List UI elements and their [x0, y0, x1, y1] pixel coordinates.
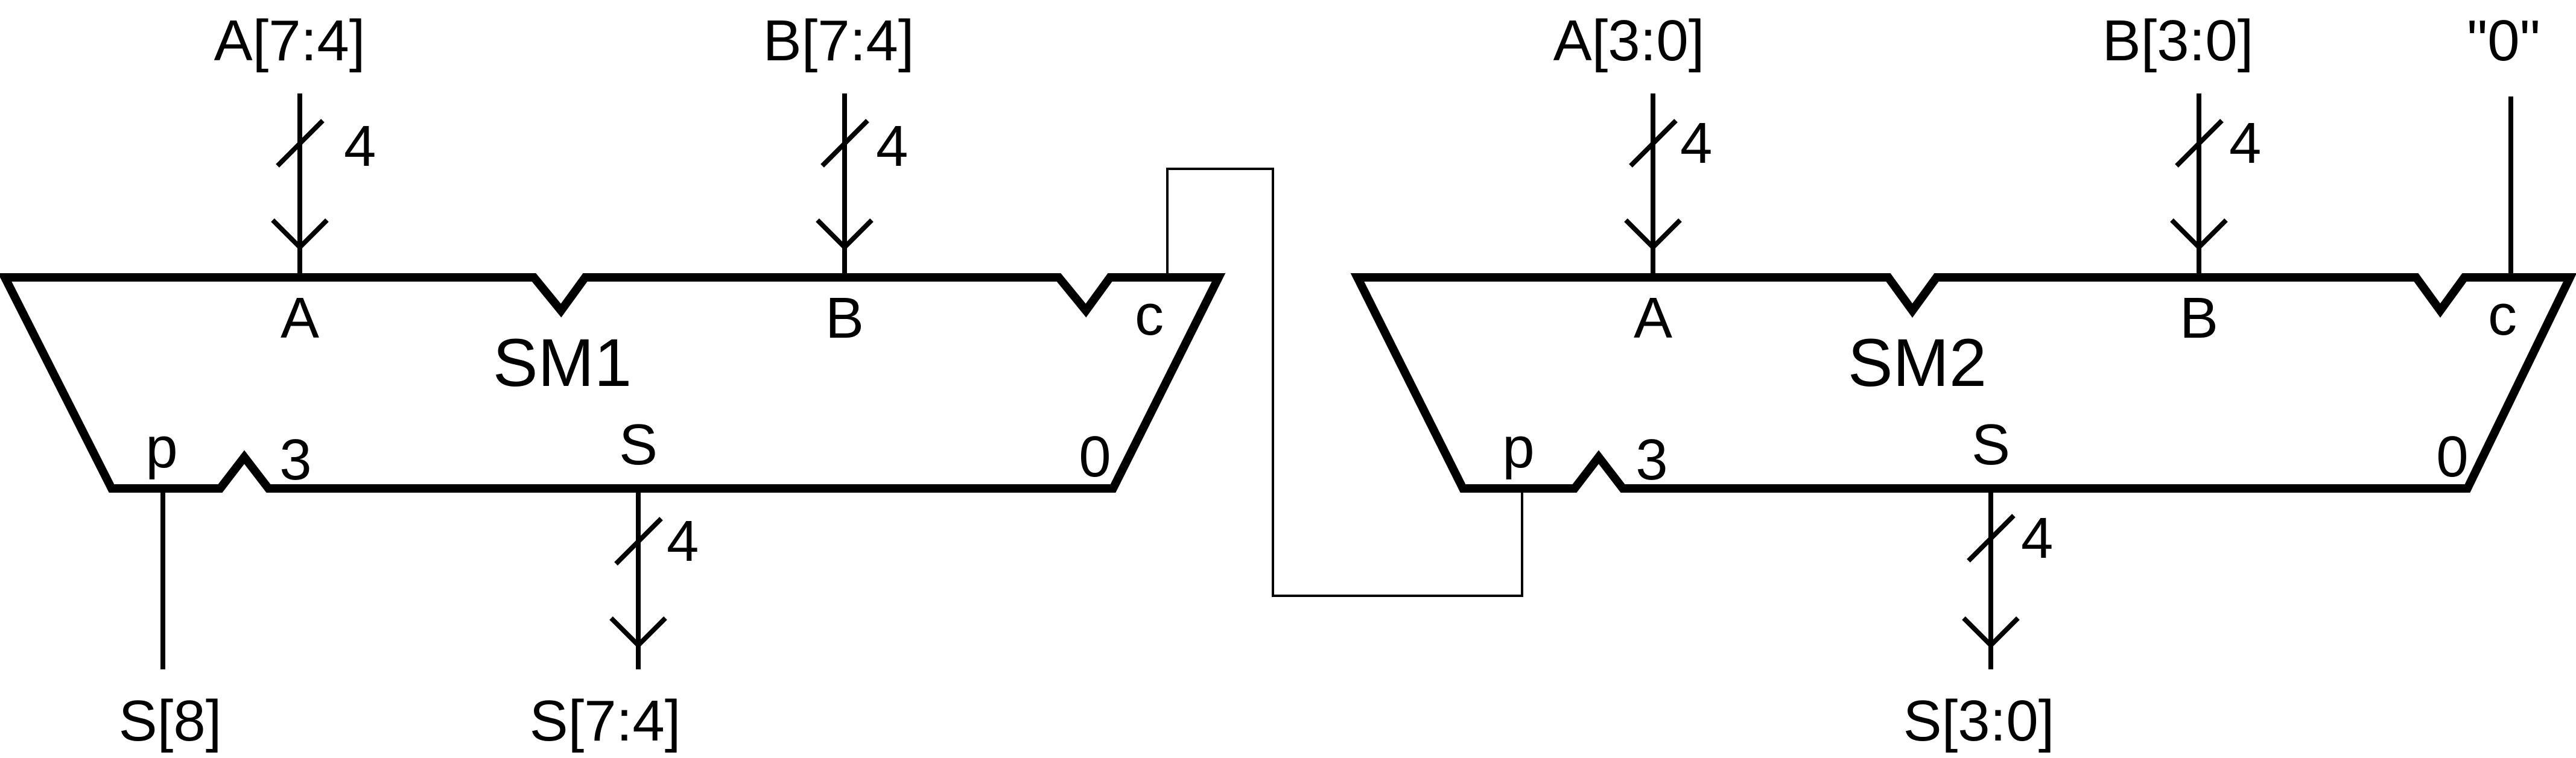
sm1-output-s-label: S[7:4]: [530, 689, 681, 753]
sm2-output-s-label: S[3:0]: [1903, 689, 2055, 753]
sm1-msb-label: 3: [279, 428, 311, 492]
sm1-input-a-width: 4: [344, 114, 376, 178]
sm2-input-a-width: 4: [1680, 111, 1712, 175]
sm2-input-b-label: B[3:0]: [2102, 8, 2254, 73]
sm2-outline: [1350, 273, 2576, 493]
sm1-port-s-label: S: [619, 412, 658, 477]
sm2-port-b-label: B: [2180, 286, 2218, 350]
sm2-lsb-label: 0: [2436, 425, 2468, 489]
sm2-block: A B c SM2 p 3 S 0: [1350, 273, 2576, 493]
sm2-input-a-bus: 4 A[3:0]: [1553, 8, 1712, 277]
sm1-port-b-label: B: [825, 286, 864, 350]
sm1-port-a-label: A: [281, 286, 319, 350]
carry-connection-wire: [1166, 168, 1523, 597]
sm1-input-b-bus: 4 B[7:4]: [763, 8, 915, 277]
sm2-output-s-bus: 4 S[3:0]: [1903, 488, 2055, 753]
sm1-output-s-width: 4: [667, 509, 699, 573]
sm2-msb-label: 3: [1635, 428, 1667, 492]
sm2-input-b-width: 4: [2229, 111, 2261, 175]
sm1-port-c-label: c: [1135, 283, 1164, 347]
sm2-port-c-label: c: [2488, 283, 2517, 347]
sm1-name: SM1: [493, 325, 632, 400]
sm2-input-a-label: A[3:0]: [1553, 8, 1705, 73]
sm2-name: SM2: [1848, 325, 1987, 400]
sm1-output-p-label: S[8]: [119, 689, 222, 753]
sm2-input-b-bus: 4 B[3:0]: [2102, 8, 2261, 277]
sm1-output-p-wire: S[8]: [119, 488, 222, 753]
sm2-port-p-label: p: [1502, 415, 1534, 480]
sm1-output-s-bus: 4 S[7:4]: [530, 488, 699, 753]
sm1-input-b-label: B[7:4]: [763, 8, 915, 73]
sm2-output-s-width: 4: [2021, 506, 2053, 570]
sm1-input-a-label: A[7:4]: [214, 8, 366, 73]
sm2-input-c-label: "0": [2467, 8, 2540, 73]
sm2-input-c-wire: "0": [2467, 8, 2540, 277]
sm1-lsb-label: 0: [1079, 425, 1111, 489]
sm2-port-s-label: S: [1972, 412, 2010, 477]
sm1-port-p-label: p: [145, 415, 177, 480]
sm1-input-b-width: 4: [876, 114, 908, 178]
sm1-block: A B c SM1 p 3 S 0: [0, 273, 1226, 493]
sm2-port-a-label: A: [1634, 286, 1672, 350]
sm1-input-a-bus: 4 A[7:4]: [214, 8, 376, 277]
sm1-outline: [0, 273, 1226, 493]
